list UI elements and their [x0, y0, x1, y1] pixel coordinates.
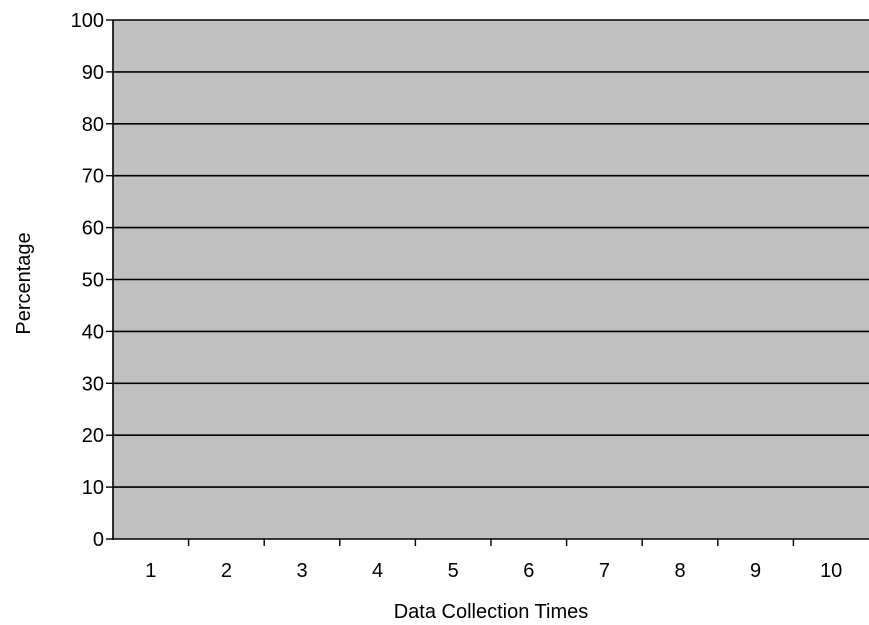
x-tick-label: 7	[599, 560, 610, 582]
y-tick-label: 50	[82, 270, 104, 292]
y-tick-label: 40	[82, 321, 104, 343]
x-tick-label: 3	[296, 560, 307, 582]
y-axis: 0 10 20 30 40 50 60 70 80 90 100	[71, 10, 114, 551]
y-tick-label: 70	[82, 166, 104, 188]
y-tick-label: 0	[93, 529, 104, 551]
y-axis-title: Percentage	[13, 232, 35, 334]
x-tick-label: 5	[448, 560, 459, 582]
x-axis: 1 2 3 4 5 6 7 8 9 10	[113, 538, 869, 582]
y-tick-label: 80	[82, 114, 104, 136]
x-tick-label: 6	[523, 560, 534, 582]
x-tick-label: 8	[674, 560, 685, 582]
x-axis-title: Data Collection Times	[394, 601, 589, 623]
x-tick-label: 10	[820, 560, 842, 582]
y-tick-label: 20	[82, 425, 104, 447]
y-tick-label: 10	[82, 477, 104, 499]
x-tick-label: 4	[372, 560, 383, 582]
x-tick-label: 2	[221, 560, 232, 582]
x-tick-label: 1	[145, 560, 156, 582]
x-tick-label: 9	[750, 560, 761, 582]
y-tick-label: 60	[82, 218, 104, 240]
y-tick-label: 90	[82, 62, 104, 84]
gridlines	[113, 19, 869, 488]
y-tick-label: 30	[82, 373, 104, 395]
y-tick-label: 100	[71, 10, 104, 32]
